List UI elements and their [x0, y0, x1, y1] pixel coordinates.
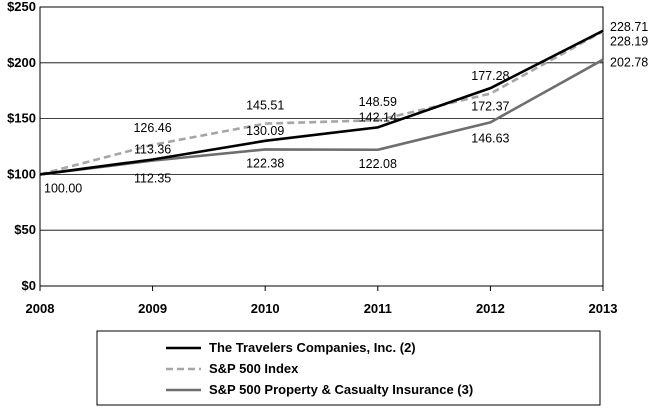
x-tick-label: 2012: [476, 301, 505, 316]
data-labels: 100.00 113.36 130.09 142.14 177.28 228.71 126.…: [44, 20, 648, 196]
data-label: 228.19: [610, 34, 648, 48]
y-tick-label: $200: [7, 55, 36, 70]
y-tick-label: $100: [7, 166, 36, 181]
data-label: 112.35: [134, 172, 171, 186]
data-label: 228.71: [610, 20, 648, 34]
plot-area-frame: [39, 6, 604, 287]
data-label: 122.08: [359, 157, 397, 171]
data-label: 122.38: [246, 156, 284, 170]
x-tick-label: 2009: [138, 301, 167, 316]
data-label: 146.63: [471, 131, 509, 145]
axes: $0 $50 $100 $150 $200 $250 2008 2009 2010 2011 201…: [7, 0, 617, 316]
y-tick-label: $250: [7, 0, 36, 14]
data-label: 113.36: [134, 142, 171, 156]
data-label: 100.00: [44, 181, 82, 195]
legend: The Travelers Companies, Inc. (2) S&P 500…: [96, 330, 601, 406]
data-label: 148.59: [359, 95, 397, 109]
legend-label: S&P 500 Property & Casualty Insurance (3…: [209, 382, 473, 397]
x-tick-label: 2013: [589, 301, 618, 316]
legend-label: S&P 500 Index: [209, 361, 299, 376]
legend-label: The Travelers Companies, Inc. (2): [209, 340, 416, 355]
x-tick-label: 2011: [364, 301, 392, 316]
data-label: 126.46: [133, 121, 171, 135]
series-line-2: [39, 58, 604, 176]
data-label: 145.51: [246, 99, 284, 113]
data-label: 202.78: [610, 56, 648, 70]
grid-lines: [40, 6, 603, 231]
data-label: 142.14: [359, 110, 397, 124]
y-tick-label: $50: [14, 222, 36, 237]
data-label: 177.28: [471, 69, 509, 83]
y-tick-label: $0: [22, 278, 36, 293]
x-tick-label: 2008: [26, 301, 55, 316]
data-label: 130.09: [246, 124, 284, 138]
series-lines: [39, 29, 604, 176]
y-tick-label: $150: [7, 111, 36, 126]
series-line-0: [39, 29, 604, 176]
x-tick-label: 2010: [251, 301, 280, 316]
series-line-1: [39, 30, 604, 176]
data-label: 172.37: [471, 100, 509, 114]
